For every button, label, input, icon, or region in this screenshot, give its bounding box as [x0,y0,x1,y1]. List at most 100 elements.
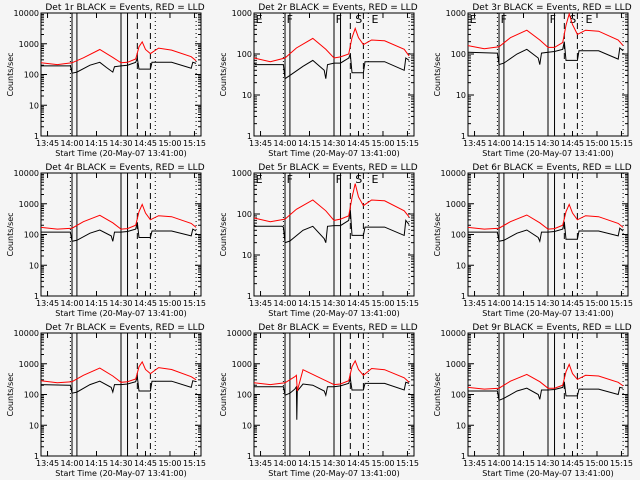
x-tick-label: 14:15 [512,299,535,308]
y-tick-label: 10000 [441,329,466,338]
series-events-line [468,221,624,244]
y-tick-label: 10000 [14,9,39,18]
panel-det-1: Det 1r BLACK = Events, RED = LLD 1 10 100 10… [6,3,206,158]
x-axis-label: Start Time (20-May-07 13:41:00) [55,469,186,478]
x-tick-label: 15:15 [396,139,419,148]
x-tick-label: 13:45 [36,299,59,308]
x-tick-label: 14:15 [298,459,321,468]
y-axis-label: Counts/sec [219,372,228,416]
series-events-line [253,209,410,244]
x-tick-label: 15:15 [396,459,419,468]
x-tick-label: 14:45 [561,299,584,308]
y-tick-label: 1000 [19,360,39,369]
series-lld-line [40,40,197,66]
panel-title: Det 1r BLACK = Events, RED = LLD [45,3,204,13]
y-axis-label: Counts/sec [219,52,228,96]
x-tick-label: 14:45 [347,299,370,308]
series-events-line [468,381,624,401]
x-tick-label: 13:45 [463,299,486,308]
x-tick-label: 14:00 [487,459,510,468]
marker-label: F [336,13,342,26]
y-tick-label: 1000 [19,40,39,49]
x-tick-label: 14:45 [561,459,584,468]
x-tick-label: 14:30 [536,299,559,308]
x-tick-label: 15:15 [610,139,633,148]
series-lld-line [40,360,197,384]
x-tick-label: 14:30 [322,139,345,148]
y-axis-label: Counts/sec [6,212,15,256]
x-tick-label: 15:00 [585,299,608,308]
y-tick-label: 100 [451,231,466,240]
y-tick-label: 1000 [446,360,466,369]
x-tick-label: 13:45 [249,299,272,308]
marker-label: F [287,173,293,186]
y-axis-label: Counts/sec [6,372,15,416]
x-tick-label: 14:15 [85,459,108,468]
marker-label: E [586,13,593,26]
x-tick-label: 14:30 [109,139,132,148]
panel-det-7: Det 7r BLACK = Events, RED = LLD 1 10 100 10… [6,323,206,478]
x-axis-label: Start Time (20-May-07 13:41:00) [482,469,613,478]
x-tick-label: 14:30 [322,299,345,308]
panel-title: Det 4r BLACK = Events, RED = LLD [45,163,204,173]
marker-label: F [336,173,342,186]
x-tick-label: 14:45 [134,299,157,308]
series-events-line [254,378,410,420]
y-tick-label: 100 [237,50,252,59]
x-tick-label: 15:15 [183,139,206,148]
x-tick-label: 15:00 [371,459,394,468]
y-tick-label: 1 [461,132,466,141]
panel-det-3: Det 3r BLACK = Events, RED = LLD 1 10 100 10… [433,3,633,158]
x-tick-label: 14:45 [134,459,157,468]
x-tick-label: 13:45 [36,139,59,148]
x-axis-label: Start Time (20-May-07 13:41:00) [55,149,186,158]
x-tick-label: 15:00 [585,139,608,148]
x-tick-label: 15:00 [371,299,394,308]
y-axis-label: Counts/sec [433,52,442,96]
x-tick-label: 14:30 [109,299,132,308]
y-tick-label: 1000 [446,9,466,18]
marker-label: E [256,173,263,186]
x-tick-label: 14:30 [536,459,559,468]
series-lld-line [253,359,410,392]
x-tick-label: 15:00 [585,459,608,468]
x-tick-label: 14:15 [298,299,321,308]
x-tick-label: 15:15 [610,459,633,468]
y-axis-label: Counts/sec [433,212,442,256]
x-tick-label: 15:00 [158,459,181,468]
panel-det-8: Det 8r BLACK = Events, RED = LLD 1 10 100 10… [219,323,419,478]
panel-title: Det 8r BLACK = Events, RED = LLD [258,323,417,333]
series-events-line [41,56,197,74]
panel-det-5: Det 5r BLACK = Events, RED = LLD 1 10 100 10… [219,163,419,318]
x-tick-label: 13:45 [463,459,486,468]
y-axis-label: Counts/sec [433,372,442,416]
series-lld-line [467,363,624,390]
x-tick-label: 14:15 [85,139,108,148]
y-tick-label: 100 [451,391,466,400]
y-tick-label: 100 [24,71,39,80]
y-axis-label: Counts/sec [219,212,228,256]
x-tick-label: 14:30 [536,139,559,148]
series-lld-line [467,203,624,230]
y-tick-label: 1 [461,452,466,461]
panel-title: Det 3r BLACK = Events, RED = LLD [472,3,631,13]
y-tick-label: 100 [24,231,39,240]
x-tick-label: 14:00 [273,139,296,148]
x-tick-label: 14:45 [561,139,584,148]
marker-label: F [287,13,293,26]
y-tick-label: 10000 [441,169,466,178]
y-tick-label: 1 [247,452,252,461]
x-tick-label: 14:15 [512,139,535,148]
x-axis-label: Start Time (20-May-07 13:41:00) [268,309,399,318]
x-tick-label: 15:15 [183,299,206,308]
x-tick-label: 13:45 [249,459,272,468]
marker-label: E [372,13,379,26]
y-tick-label: 10 [242,421,252,430]
x-tick-label: 15:15 [183,459,206,468]
panel-title: Det 6r BLACK = Events, RED = LLD [472,163,631,173]
series-events-line [41,222,197,242]
x-tick-label: 14:30 [322,459,345,468]
x-axis-label: Start Time (20-May-07 13:41:00) [55,309,186,318]
y-tick-label: 1000 [232,169,252,178]
